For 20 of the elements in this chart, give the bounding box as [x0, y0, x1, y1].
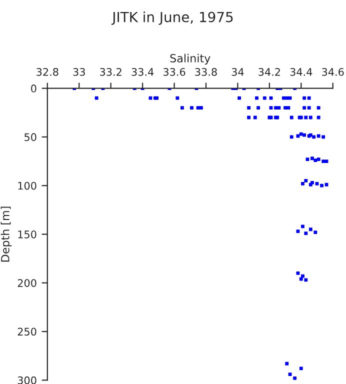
y-tick-label: 150: [18, 230, 36, 238]
x-tick-label: 33.8: [195, 68, 217, 76]
x-tick-label: 34.6: [322, 68, 344, 76]
x-tick-label: 32.8: [36, 68, 58, 76]
y-tick-label: 250: [18, 328, 36, 336]
x-tick-label: 34: [232, 68, 244, 76]
x-tick-label: 34.2: [258, 68, 280, 76]
y-tick-label: 100: [18, 182, 36, 190]
y-tick-label: 300: [18, 376, 36, 384]
y-tick-label: 200: [18, 279, 36, 287]
y-tick-label: 50: [24, 133, 36, 142]
y-axis-title: Depth [m]: [0, 206, 12, 262]
x-tick-label: 33: [73, 68, 85, 76]
chart-title: JITK in June, 1975: [111, 12, 233, 25]
x-tick-label: 33.2: [100, 68, 122, 76]
y-tick-label: 0: [31, 84, 36, 92]
x-tick-label: 33.4: [132, 68, 154, 76]
x-tick-label: 34.4: [290, 68, 312, 76]
x-axis-title: Salinity: [170, 54, 210, 65]
x-tick-label: 33.6: [163, 68, 186, 76]
